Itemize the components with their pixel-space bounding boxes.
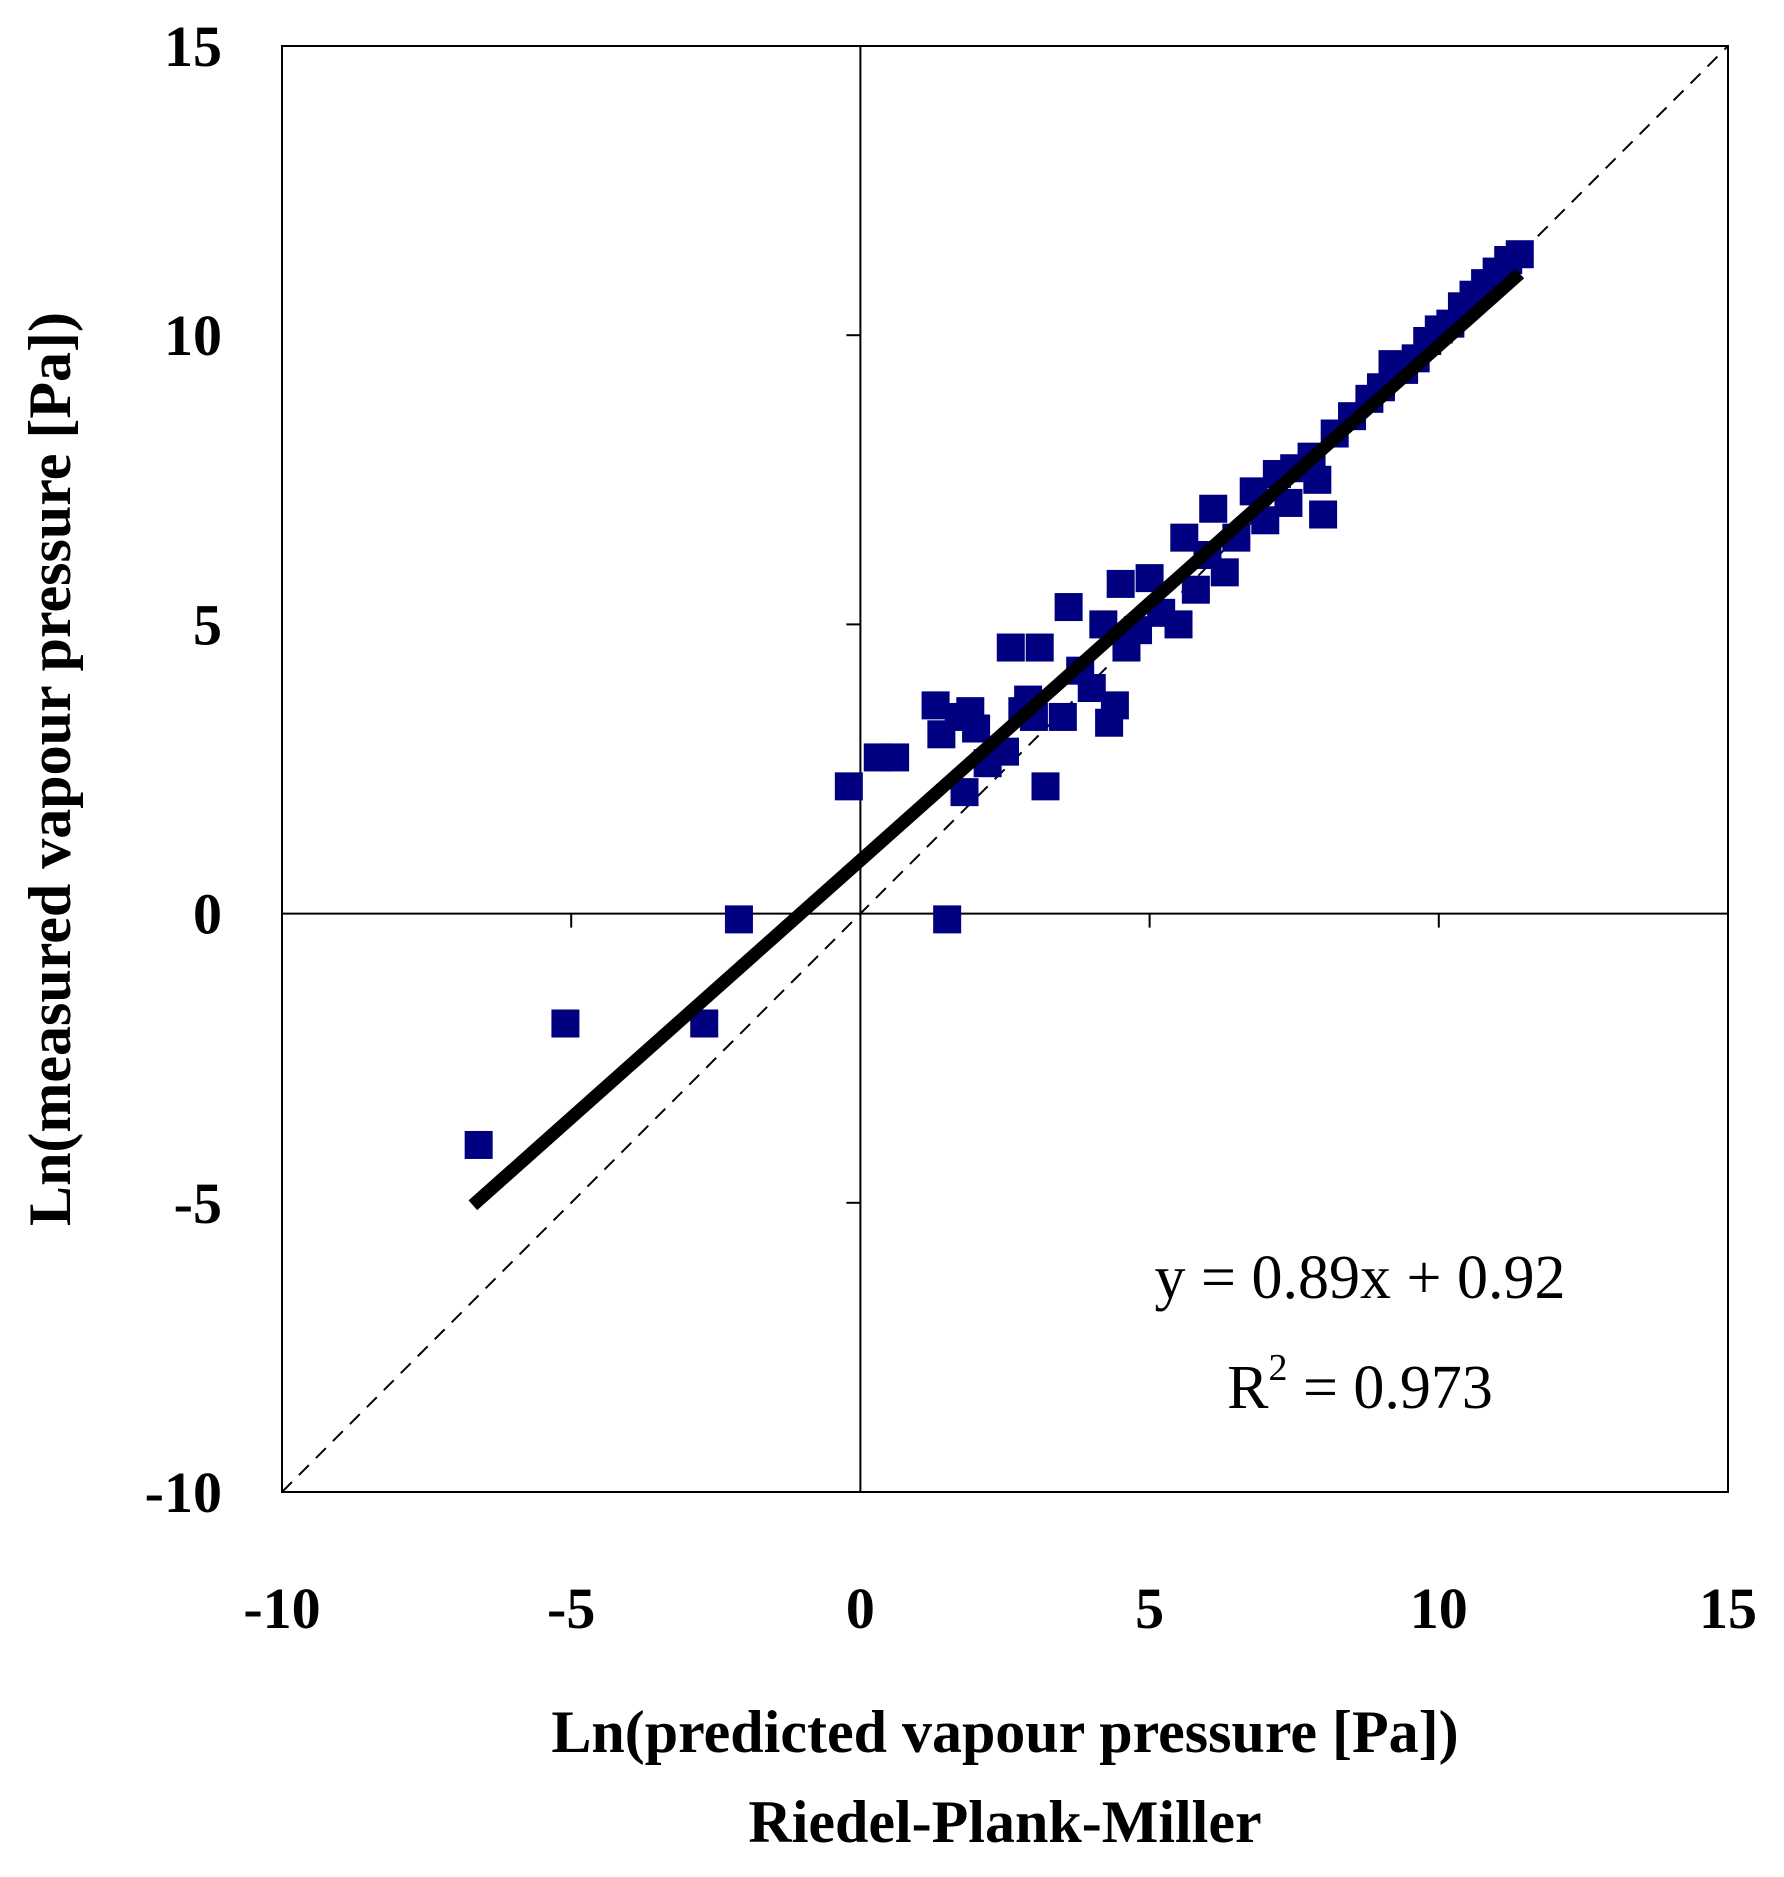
x-tick-label: 10: [1410, 1576, 1468, 1641]
data-point: [834, 772, 863, 801]
data-point: [881, 743, 910, 772]
equation-label: y = 0.89x + 0.92: [1155, 1244, 1566, 1312]
x-tick-label: 15: [1699, 1576, 1757, 1641]
y-tick-label: 5: [193, 592, 222, 657]
x-ticks: [570, 913, 1440, 928]
y-tick-label: 10: [164, 303, 222, 368]
data-point: [464, 1130, 493, 1159]
r-squared-superscript: 2: [1268, 1347, 1287, 1389]
x-tick-label: 0: [846, 1576, 875, 1641]
data-point: [1210, 558, 1239, 587]
plot-area-border: [281, 45, 1729, 1493]
data-point: [962, 714, 991, 743]
y-ticks: [846, 334, 861, 1204]
y-tick-label: -5: [174, 1171, 222, 1236]
data-point: [996, 633, 1025, 662]
y-axis-title: Ln(measured vapour pressure [Pa]): [17, 312, 83, 1226]
y-tick-labels: -10 -5 0 5 10 15: [145, 14, 222, 1525]
r-squared-label: R2 = 0.973: [1227, 1347, 1493, 1422]
data-points: [464, 240, 1534, 1159]
data-point: [1199, 494, 1228, 523]
data-point: [1025, 633, 1054, 662]
r-squared-prefix: R: [1227, 1354, 1269, 1422]
data-point: [1031, 772, 1060, 801]
r-squared-value: = 0.973: [1287, 1354, 1492, 1422]
x-tick-labels: -10 -5 0 5 10 15: [243, 1576, 1757, 1641]
data-point: [724, 905, 753, 934]
data-point: [1505, 240, 1534, 269]
data-point: [551, 1009, 580, 1038]
y-tick-label: 15: [164, 14, 222, 79]
data-point: [933, 905, 962, 934]
x-tick-label: 5: [1135, 1576, 1164, 1641]
data-point: [1054, 593, 1083, 622]
data-point: [1164, 610, 1193, 639]
data-point: [1100, 691, 1129, 720]
x-axis-subtitle: Riedel-Plank-Miller: [748, 1789, 1261, 1855]
data-point: [1309, 500, 1338, 529]
regression-fit-line: [468, 268, 1525, 1211]
data-point: [1106, 569, 1135, 598]
data-point: [1181, 575, 1210, 604]
y-tick-label: 0: [193, 882, 222, 947]
x-axis-title: Ln(predicted vapour pressure [Pa]): [551, 1699, 1458, 1765]
y-tick-label: -10: [145, 1460, 222, 1525]
x-tick-label: -10: [243, 1576, 320, 1641]
data-point: [1048, 702, 1077, 731]
x-tick-label: -5: [547, 1576, 595, 1641]
